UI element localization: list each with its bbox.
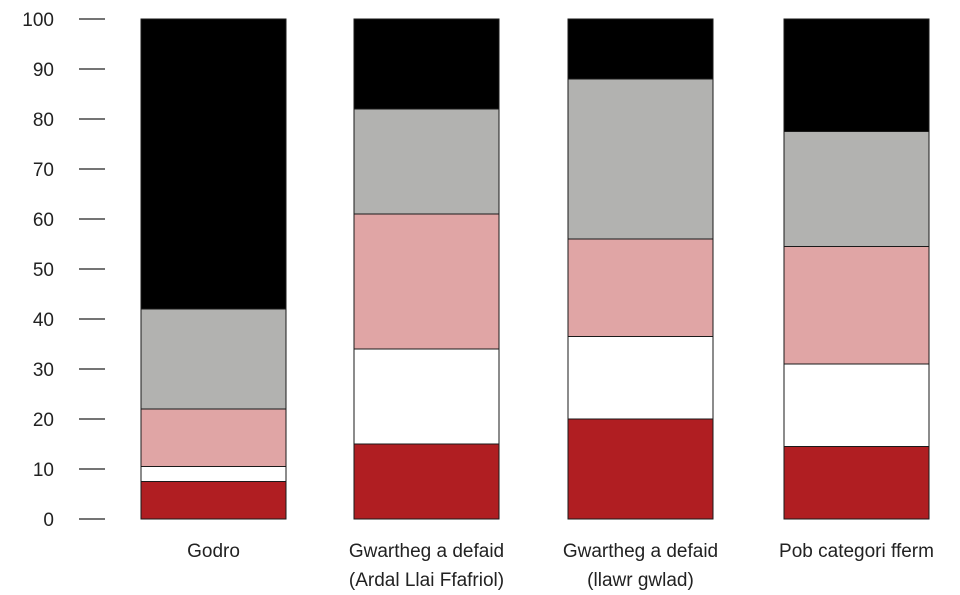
y-tick-label: 30 — [33, 360, 54, 381]
y-tick-label: 60 — [33, 210, 54, 231]
bar-segment — [783, 363, 930, 447]
y-tick-label: 40 — [33, 310, 54, 331]
y-tick-label: 70 — [33, 160, 54, 181]
x-category-label: Pob categori fferm — [779, 541, 934, 562]
y-tick-label: 20 — [33, 410, 54, 431]
bar-segment — [783, 246, 930, 365]
bar-segment — [567, 336, 714, 420]
bar-segment — [353, 213, 500, 350]
x-category-label: (Ardal Llai Ffafriol) — [349, 570, 504, 591]
x-category-label: (llawr gwlad) — [587, 570, 694, 591]
y-tick-label: 10 — [33, 460, 54, 481]
bar-segment — [353, 348, 500, 445]
bar-segment — [353, 108, 500, 215]
y-tick-label: 90 — [33, 60, 54, 81]
bar-segment — [567, 78, 714, 240]
bar-segment — [567, 238, 714, 337]
x-category-label: Gwartheg a defaid — [563, 541, 718, 562]
bar-segment — [567, 18, 714, 80]
bar-segment — [783, 131, 930, 247]
bar-segment — [140, 18, 287, 310]
bar-segment — [140, 308, 287, 410]
bar-segment — [783, 18, 930, 132]
x-category-label: Gwartheg a defaid — [349, 541, 504, 562]
bar-segment — [140, 481, 287, 520]
bar-segment — [140, 408, 287, 467]
bar-segment — [353, 443, 500, 520]
y-tick-label: 80 — [33, 110, 54, 131]
bar-segment — [567, 418, 714, 520]
y-tick-label: 50 — [33, 260, 54, 281]
x-category-label: Godro — [187, 541, 240, 562]
bar-segment — [783, 446, 930, 520]
y-tick-label: 0 — [43, 510, 54, 531]
bar-segment — [353, 18, 500, 110]
y-tick-label: 100 — [22, 10, 54, 31]
bar-segment — [140, 466, 287, 482]
